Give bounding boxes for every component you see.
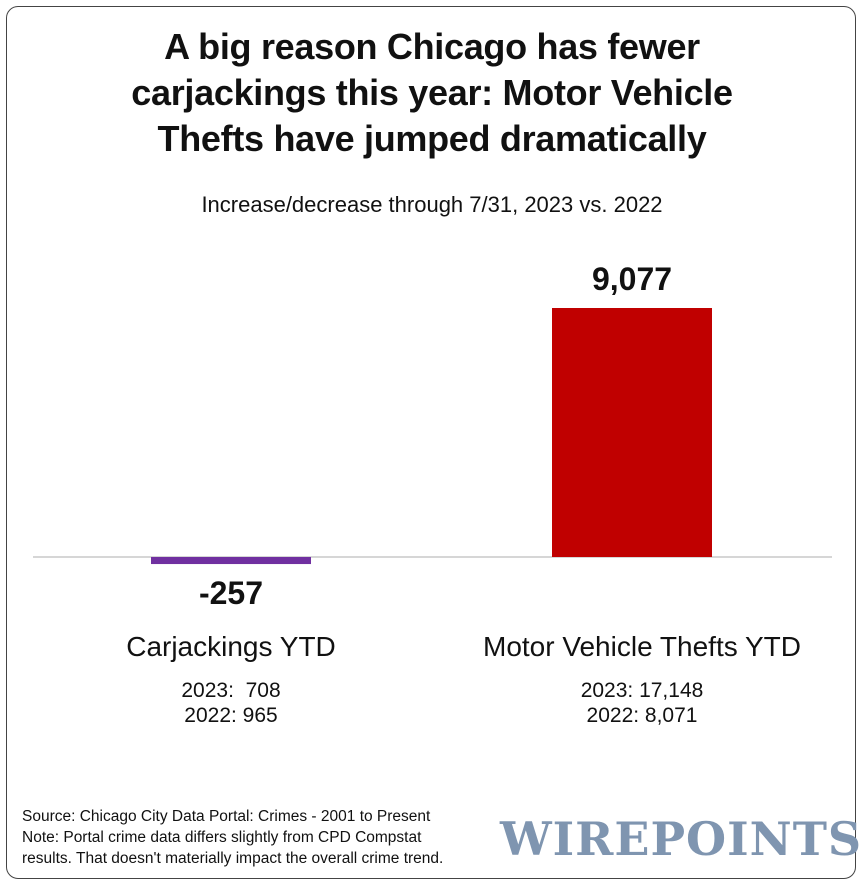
category-motor-vehicle-thefts: Motor Vehicle Thefts YTD 2023: 17,148 20… (442, 630, 842, 728)
chart-frame (6, 6, 856, 879)
source-line-3: results. That doesn't materially impact … (22, 850, 444, 867)
source-note: Source: Chicago City Data Portal: Crimes… (22, 806, 443, 869)
stat-2022-motor-vehicle-thefts: 2022: 8,071 (586, 704, 698, 727)
category-label-carjackings: Carjackings YTD (126, 631, 336, 662)
wirepoints-logo: WIREPOINTS (500, 812, 863, 866)
value-label-carjackings: -257 (199, 575, 263, 611)
source-line-2: Note: Portal crime data differs slightly… (22, 829, 422, 846)
title-line-2: carjackings this year: Motor Vehicle (131, 72, 733, 113)
bar-carjackings (151, 557, 311, 565)
title-line-1: A big reason Chicago has fewer (164, 26, 700, 67)
bar-motor-vehicle-thefts (552, 308, 712, 557)
chart-subtitle: Increase/decrease through 7/31, 2023 vs.… (201, 192, 663, 217)
category-carjackings: Carjackings YTD 2023: 708 2022: 965 (81, 630, 381, 728)
value-label-motor-vehicle-thefts: 9,077 (592, 261, 672, 297)
title-line-3: Thefts have jumped dramatically (157, 118, 707, 159)
source-line-1: Source: Chicago City Data Portal: Crimes… (22, 808, 431, 825)
stat-2022-carjackings: 2022: 965 (184, 704, 278, 727)
stat-2023-carjackings: 2023: 708 (181, 679, 281, 702)
category-label-motor-vehicle-thefts: Motor Vehicle Thefts YTD (483, 631, 801, 662)
chart-title: A big reason Chicago has fewer carjackin… (40, 24, 824, 162)
stat-2023-motor-vehicle-thefts: 2023: 17,148 (580, 679, 704, 702)
